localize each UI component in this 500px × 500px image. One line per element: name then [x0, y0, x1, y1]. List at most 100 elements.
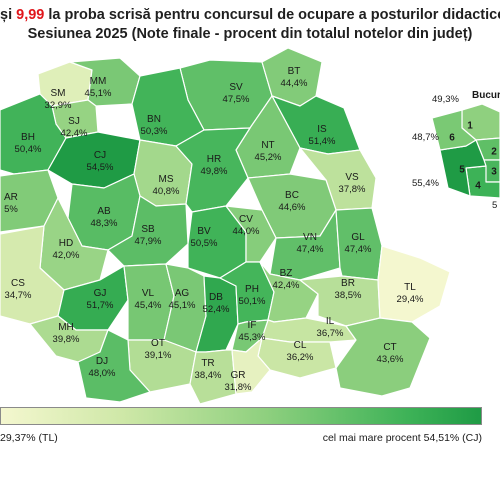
county-value: 44,0%: [232, 226, 260, 237]
county-code: MM: [89, 76, 107, 87]
county-label-db: DB 52,4%: [203, 292, 230, 316]
county-value: 47,9%: [134, 236, 162, 247]
county-code: DB: [209, 292, 223, 303]
county-code: IS: [317, 124, 327, 135]
county-label-bz: BZ 42,4%: [273, 268, 300, 292]
county-value: 39,1%: [144, 350, 172, 361]
county-label-is: IS 51,4%: [309, 124, 336, 148]
county-code: OT: [151, 338, 165, 349]
county-code: MH: [58, 322, 74, 333]
county-label-gr: GR 31,8%: [225, 370, 252, 394]
county-gr: [231, 337, 271, 395]
county-value: 45,2%: [254, 152, 282, 163]
county-value: 44,4%: [280, 78, 308, 89]
county-code: AR: [4, 192, 18, 203]
bucharest-sector-6: [431, 109, 477, 151]
county-value: 5%: [4, 204, 18, 215]
county-code: CJ: [93, 150, 107, 161]
county-code: GL: [351, 232, 365, 243]
county-value: 34,7%: [4, 290, 32, 301]
county-code: TR: [201, 358, 215, 369]
county-label-if: IF 45,3%: [239, 320, 266, 344]
bucharest-sector-value: 49,3%: [432, 94, 459, 105]
map-title: și 9,99 la proba scrisă pentru concursul…: [0, 6, 500, 44]
county-label-gl: GL 47,4%: [345, 232, 372, 256]
county-code: BN: [147, 114, 161, 125]
county-code: SM: [50, 88, 66, 99]
county-code: IL: [325, 316, 335, 327]
county-label-il: IL 36,7%: [317, 316, 344, 340]
county-label-bv: BV 50,5%: [191, 226, 218, 250]
county-value: 29,4%: [396, 294, 424, 305]
county-code: VN: [303, 232, 317, 243]
county-value: 42,0%: [52, 250, 80, 261]
county-label-sj: SJ 42,4%: [61, 116, 88, 140]
county-mm: [69, 57, 141, 107]
county-label-dj: DJ 48,0%: [89, 356, 116, 380]
county-code: CT: [383, 342, 397, 353]
county-code: SV: [229, 82, 243, 93]
county-code: BH: [21, 132, 35, 143]
county-code: AB: [97, 206, 111, 217]
county-label-cj: CJ 54,5%: [87, 150, 114, 174]
county-value: 47,4%: [344, 244, 372, 255]
county-value: 36,7%: [316, 328, 344, 339]
county-value: 38,5%: [334, 290, 362, 301]
county-value: 54,5%: [86, 162, 114, 173]
county-code: MS: [158, 174, 174, 185]
county-code: BV: [197, 226, 211, 237]
bucharest-sector-number: 2: [491, 146, 497, 158]
legend-max-label: cel mai mare procent 54,51% (CJ): [322, 432, 482, 444]
county-value: 45,3%: [238, 332, 266, 343]
county-value: 48,0%: [88, 368, 116, 379]
county-label-ab: AB 48,3%: [91, 206, 118, 230]
county-value: 50,1%: [238, 296, 266, 307]
county-label-mm: MM 45,1%: [85, 76, 112, 100]
county-label-bt: BT 44,4%: [281, 66, 308, 90]
county-code: NT: [261, 140, 275, 151]
county-code: VS: [345, 172, 359, 183]
county-label-vl: VL 45,4%: [135, 288, 162, 312]
county-value: 37,8%: [338, 184, 366, 195]
county-label-nt: NT 45,2%: [255, 140, 282, 164]
county-label-cs: CS 34,7%: [5, 278, 32, 302]
county-value: 36,2%: [286, 352, 314, 363]
county-hr: [175, 127, 251, 213]
county-code: GR: [230, 370, 246, 381]
county-value: 31,8%: [224, 382, 252, 393]
bucharest-sector-value: 55,4%: [412, 178, 439, 189]
county-code: BT: [287, 66, 301, 77]
county-shapes: [0, 47, 451, 405]
county-label-bh: BH 50,4%: [15, 132, 42, 156]
county-label-bn: BN 50,3%: [141, 114, 168, 138]
county-value: 52,4%: [202, 304, 230, 315]
county-ct: [335, 317, 431, 397]
county-value: 48,3%: [90, 218, 118, 229]
county-label-tr: TR 38,4%: [195, 358, 222, 382]
county-value: 39,8%: [52, 334, 80, 345]
county-label-ms: MS 40,8%: [153, 174, 180, 198]
county-code: PH: [245, 284, 259, 295]
title-highlight-value: 9,99: [16, 7, 45, 23]
bucharest-inset-shapes: [431, 103, 500, 199]
title-line-1: și 9,99 la proba scrisă pentru concursul…: [0, 7, 500, 23]
county-label-ph: PH 50,1%: [239, 284, 266, 308]
county-code: HD: [58, 238, 74, 249]
county-label-ar: AR 5%: [4, 192, 18, 216]
bucharest-sector-number: 3: [491, 166, 497, 178]
bucharest-sector-value: 48,7%: [412, 132, 439, 143]
county-code: GJ: [93, 288, 107, 299]
county-label-ot: OT 39,1%: [145, 338, 172, 362]
county-code: SB: [141, 224, 155, 235]
county-value: 40,8%: [152, 186, 180, 197]
county-value: 32,9%: [44, 100, 72, 111]
county-value: 51,7%: [86, 300, 114, 311]
county-value: 42,4%: [272, 280, 300, 291]
county-dj: [77, 329, 151, 403]
county-label-ag: AG 45,1%: [169, 288, 196, 312]
county-label-sb: SB 47,9%: [135, 224, 162, 248]
bucharest-sector-number: 6: [449, 132, 455, 144]
county-label-tl: TL 29,4%: [397, 282, 424, 306]
county-value: 50,4%: [14, 144, 42, 155]
